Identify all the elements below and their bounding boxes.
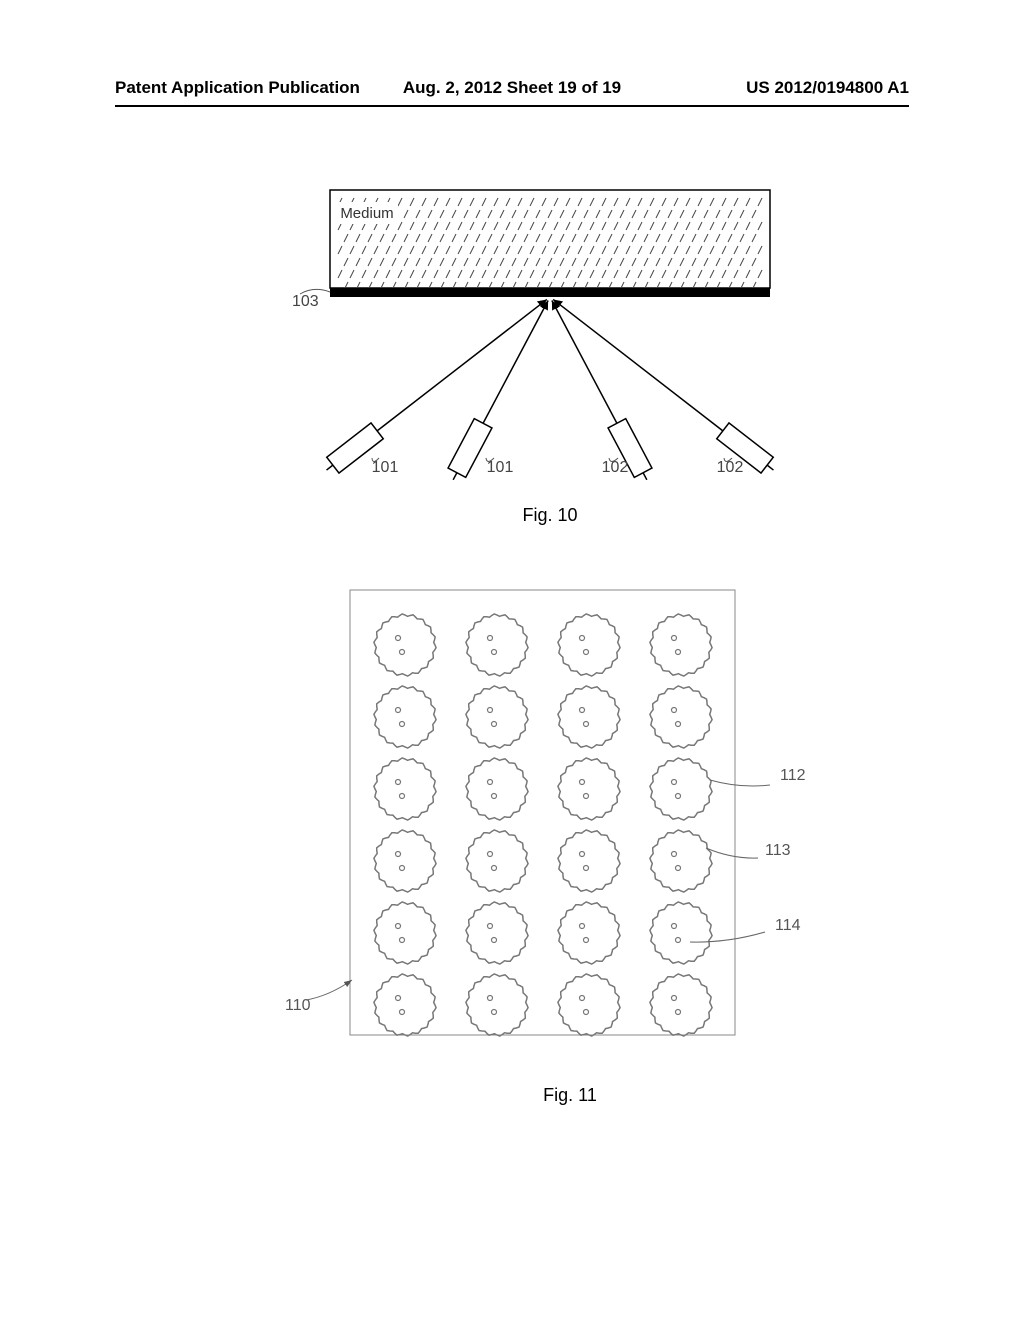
svg-text:114: 114 <box>775 917 801 934</box>
page-header: Patent Application Publication Aug. 2, 2… <box>0 78 1024 98</box>
header-divider <box>115 105 909 107</box>
svg-text:103: 103 <box>292 293 319 310</box>
svg-text:112: 112 <box>780 767 806 784</box>
figure-10-svg: MediumMedium103101101102102 <box>270 180 780 480</box>
figure-11-svg: 112113114110 <box>270 580 810 1050</box>
figure-11-caption: Fig. 11 <box>330 1085 810 1106</box>
header-right: US 2012/0194800 A1 <box>746 78 909 98</box>
header-left: Patent Application Publication <box>115 78 360 98</box>
svg-text:102: 102 <box>717 459 744 476</box>
figure-10-caption: Fig. 10 <box>330 505 770 526</box>
svg-text:101: 101 <box>372 459 399 476</box>
svg-text:101: 101 <box>487 459 514 476</box>
svg-text:102: 102 <box>602 459 629 476</box>
svg-text:113: 113 <box>765 842 791 859</box>
svg-text:Medium: Medium <box>340 205 393 222</box>
figure-11: 112113114110 Fig. 11 <box>270 580 810 1106</box>
figure-10: MediumMedium103101101102102 Fig. 10 <box>270 180 770 526</box>
header-center: Aug. 2, 2012 Sheet 19 of 19 <box>403 78 621 98</box>
